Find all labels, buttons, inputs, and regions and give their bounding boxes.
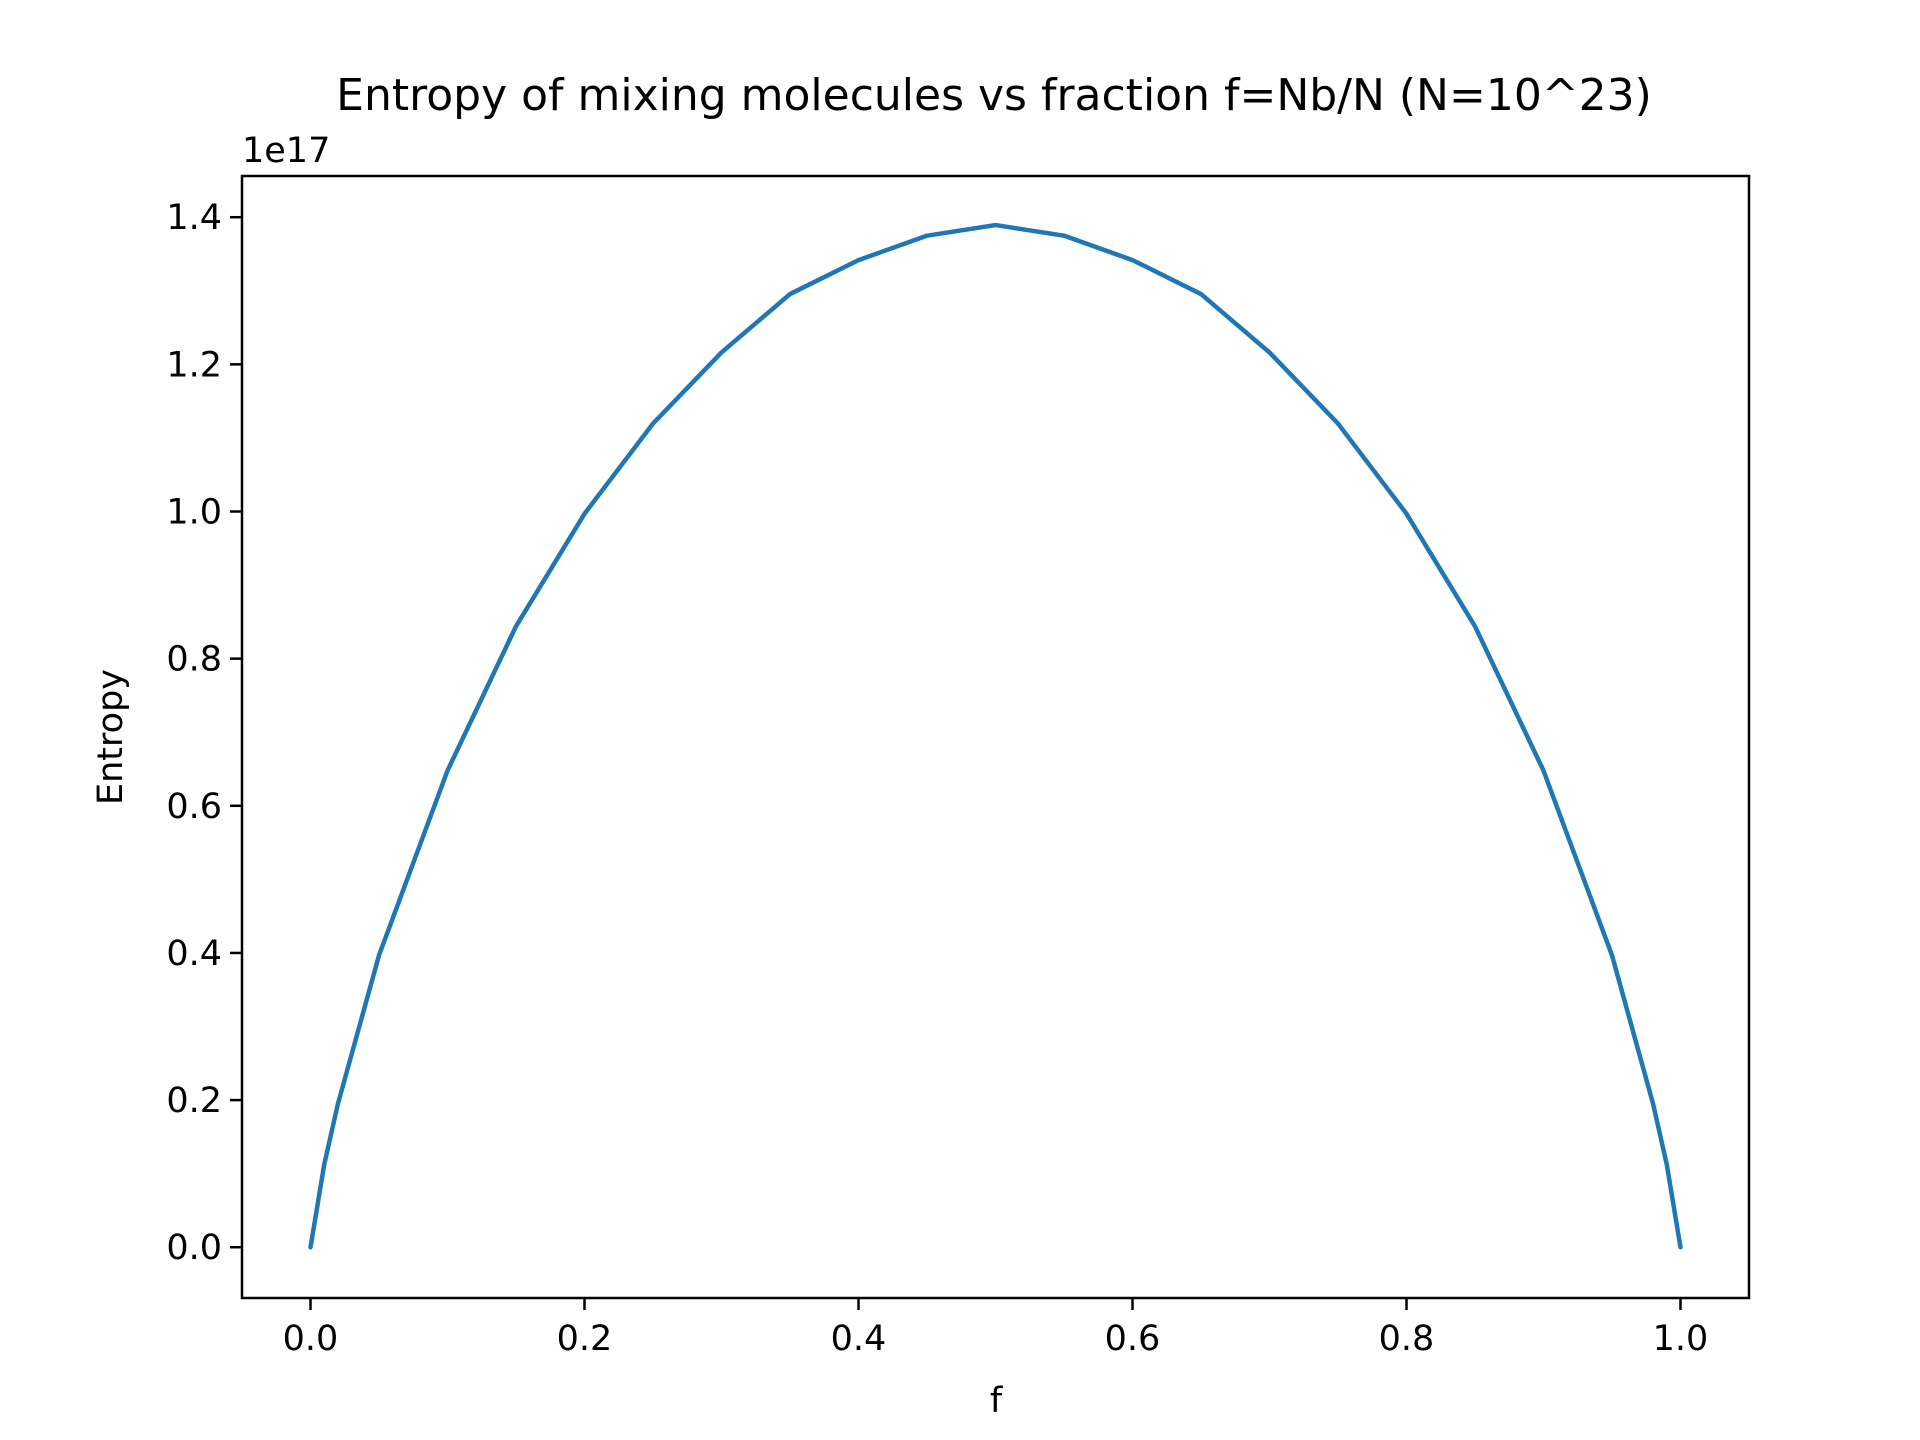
y-axis-label: Entropy <box>91 669 131 805</box>
x-tick-label: 0.2 <box>557 1319 613 1359</box>
x-tick-label: 1.0 <box>1653 1319 1709 1359</box>
x-tick-label: 0.8 <box>1379 1319 1435 1359</box>
x-axis: 0.0 0.2 0.4 0.6 0.8 1.0 <box>283 1298 1709 1359</box>
y-tick-label: 0.6 <box>166 787 222 827</box>
chart-title: Entropy of mixing molecules vs fraction … <box>336 70 1652 121</box>
y-tick-label: 1.0 <box>166 492 222 532</box>
x-tick-label: 0.4 <box>831 1319 887 1359</box>
x-tick-label: 0.0 <box>283 1319 339 1359</box>
y-tick-label: 1.4 <box>166 198 222 238</box>
y-tick-label: 0.4 <box>166 934 222 974</box>
y-tick-label: 0.2 <box>166 1081 222 1121</box>
y-tick-label: 0.8 <box>166 640 222 680</box>
plot-frame <box>240 174 1751 1300</box>
y-tick-label: 0.0 <box>166 1228 222 1268</box>
x-tick-label: 0.6 <box>1105 1319 1161 1359</box>
y-axis: 0.0 0.2 0.4 0.6 0.8 1.0 1.2 1.4 <box>166 198 242 1268</box>
x-axis-label: f <box>990 1381 1003 1421</box>
y-tick-label: 1.2 <box>166 345 222 385</box>
y-offset-label: 1e17 <box>242 131 330 171</box>
entropy-curve <box>308 222 1683 1250</box>
